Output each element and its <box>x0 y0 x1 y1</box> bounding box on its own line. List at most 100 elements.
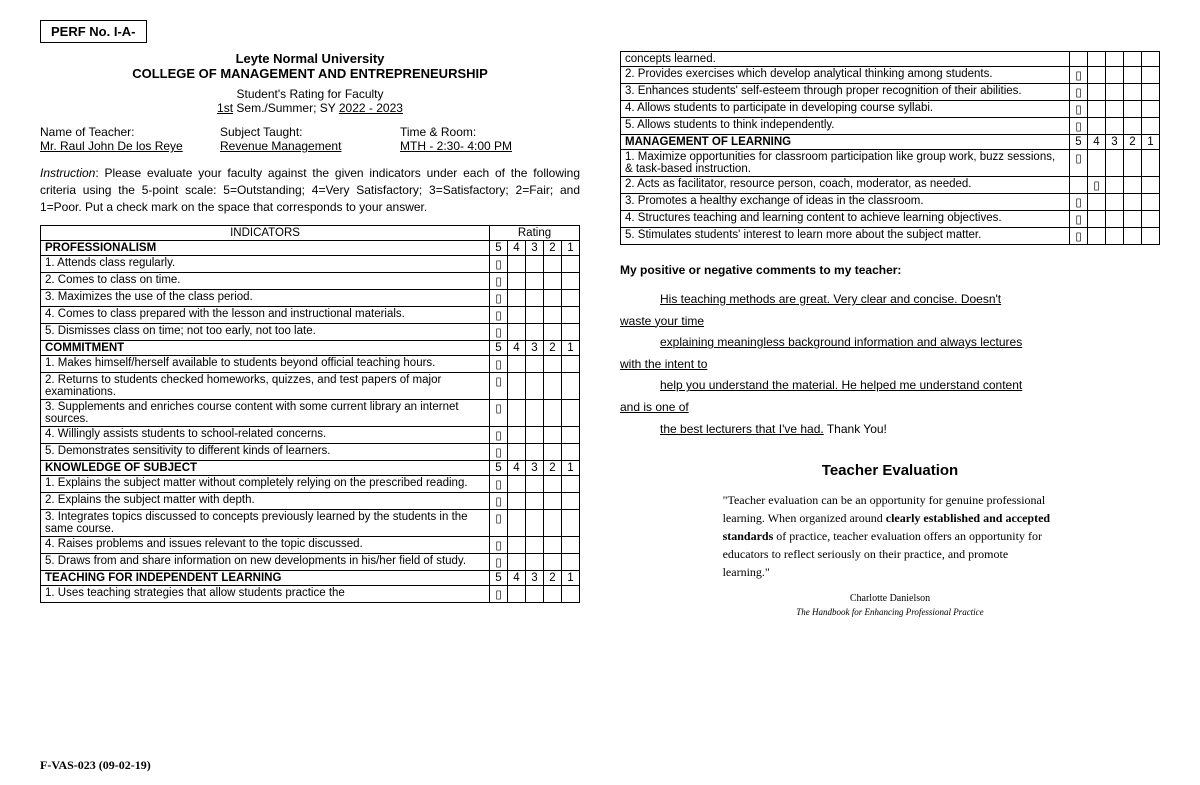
rating-cell[interactable] <box>544 554 562 571</box>
rating-cell[interactable] <box>544 324 562 341</box>
rating-cell[interactable] <box>1106 67 1124 84</box>
rating-cell[interactable] <box>544 273 562 290</box>
rating-cell[interactable] <box>1124 67 1142 84</box>
rating-cell[interactable] <box>526 427 544 444</box>
rating-cell[interactable] <box>1142 228 1160 245</box>
rating-cell[interactable]: ▯ <box>1070 211 1088 228</box>
rating-cell[interactable] <box>526 510 544 537</box>
rating-cell[interactable] <box>1106 211 1124 228</box>
rating-cell[interactable] <box>1124 118 1142 135</box>
rating-cell[interactable] <box>508 427 526 444</box>
rating-cell[interactable] <box>1088 118 1106 135</box>
rating-cell[interactable] <box>526 307 544 324</box>
rating-cell[interactable] <box>508 510 526 537</box>
rating-cell[interactable] <box>562 273 580 290</box>
rating-cell[interactable] <box>562 324 580 341</box>
rating-cell[interactable] <box>562 554 580 571</box>
rating-cell[interactable] <box>562 427 580 444</box>
rating-cell[interactable] <box>1106 84 1124 101</box>
rating-cell[interactable] <box>1124 84 1142 101</box>
rating-cell[interactable]: ▯ <box>490 290 508 307</box>
rating-cell[interactable] <box>1142 118 1160 135</box>
rating-cell[interactable] <box>526 356 544 373</box>
rating-cell[interactable] <box>508 373 526 400</box>
rating-cell[interactable]: ▯ <box>1070 150 1088 177</box>
rating-cell[interactable] <box>1142 177 1160 194</box>
rating-cell[interactable] <box>544 307 562 324</box>
rating-cell[interactable] <box>526 273 544 290</box>
rating-cell[interactable]: ▯ <box>1070 101 1088 118</box>
rating-cell[interactable] <box>1088 211 1106 228</box>
rating-cell[interactable] <box>1106 177 1124 194</box>
rating-cell[interactable] <box>1142 194 1160 211</box>
rating-cell[interactable] <box>1106 150 1124 177</box>
rating-cell[interactable] <box>526 493 544 510</box>
rating-cell[interactable] <box>562 586 580 603</box>
rating-cell[interactable] <box>1124 52 1142 67</box>
rating-cell[interactable] <box>562 290 580 307</box>
rating-cell[interactable] <box>544 400 562 427</box>
rating-cell[interactable] <box>1124 194 1142 211</box>
rating-cell[interactable] <box>562 537 580 554</box>
rating-cell[interactable] <box>544 476 562 493</box>
rating-cell[interactable] <box>544 427 562 444</box>
rating-cell[interactable]: ▯ <box>490 356 508 373</box>
rating-cell[interactable] <box>562 373 580 400</box>
rating-cell[interactable]: ▯ <box>490 373 508 400</box>
rating-cell[interactable]: ▯ <box>490 537 508 554</box>
rating-cell[interactable] <box>544 493 562 510</box>
rating-cell[interactable] <box>508 537 526 554</box>
rating-cell[interactable] <box>544 290 562 307</box>
rating-cell[interactable] <box>1124 177 1142 194</box>
rating-cell[interactable]: ▯ <box>1088 177 1106 194</box>
rating-cell[interactable] <box>526 256 544 273</box>
rating-cell[interactable] <box>544 373 562 400</box>
rating-cell[interactable] <box>544 537 562 554</box>
rating-cell[interactable] <box>1142 101 1160 118</box>
rating-cell[interactable] <box>544 586 562 603</box>
rating-cell[interactable] <box>1106 101 1124 118</box>
rating-cell[interactable] <box>562 444 580 461</box>
rating-cell[interactable]: ▯ <box>1070 194 1088 211</box>
rating-cell[interactable] <box>508 400 526 427</box>
rating-cell[interactable] <box>1070 52 1088 67</box>
rating-cell[interactable] <box>526 554 544 571</box>
rating-cell[interactable] <box>508 444 526 461</box>
rating-cell[interactable] <box>526 476 544 493</box>
rating-cell[interactable]: ▯ <box>1070 118 1088 135</box>
rating-cell[interactable] <box>508 586 526 603</box>
rating-cell[interactable]: ▯ <box>1070 84 1088 101</box>
rating-cell[interactable] <box>1106 194 1124 211</box>
rating-cell[interactable] <box>544 510 562 537</box>
rating-cell[interactable] <box>508 256 526 273</box>
rating-cell[interactable] <box>1088 84 1106 101</box>
rating-cell[interactable] <box>1088 228 1106 245</box>
rating-cell[interactable] <box>508 493 526 510</box>
rating-cell[interactable] <box>544 256 562 273</box>
rating-cell[interactable] <box>1106 228 1124 245</box>
rating-cell[interactable] <box>1088 150 1106 177</box>
rating-cell[interactable] <box>1070 177 1088 194</box>
rating-cell[interactable] <box>544 444 562 461</box>
rating-cell[interactable] <box>562 356 580 373</box>
rating-cell[interactable] <box>562 476 580 493</box>
rating-cell[interactable]: ▯ <box>490 476 508 493</box>
rating-cell[interactable] <box>1142 67 1160 84</box>
rating-cell[interactable] <box>1142 211 1160 228</box>
rating-cell[interactable] <box>508 324 526 341</box>
rating-cell[interactable] <box>562 307 580 324</box>
rating-cell[interactable] <box>508 307 526 324</box>
rating-cell[interactable]: ▯ <box>490 554 508 571</box>
rating-cell[interactable]: ▯ <box>490 273 508 290</box>
rating-cell[interactable]: ▯ <box>490 256 508 273</box>
rating-cell[interactable] <box>1142 150 1160 177</box>
rating-cell[interactable] <box>1088 101 1106 118</box>
rating-cell[interactable]: ▯ <box>490 510 508 537</box>
rating-cell[interactable]: ▯ <box>490 427 508 444</box>
rating-cell[interactable]: ▯ <box>490 307 508 324</box>
rating-cell[interactable] <box>1124 211 1142 228</box>
rating-cell[interactable]: ▯ <box>490 586 508 603</box>
rating-cell[interactable]: ▯ <box>490 324 508 341</box>
rating-cell[interactable] <box>508 476 526 493</box>
rating-cell[interactable] <box>1124 228 1142 245</box>
